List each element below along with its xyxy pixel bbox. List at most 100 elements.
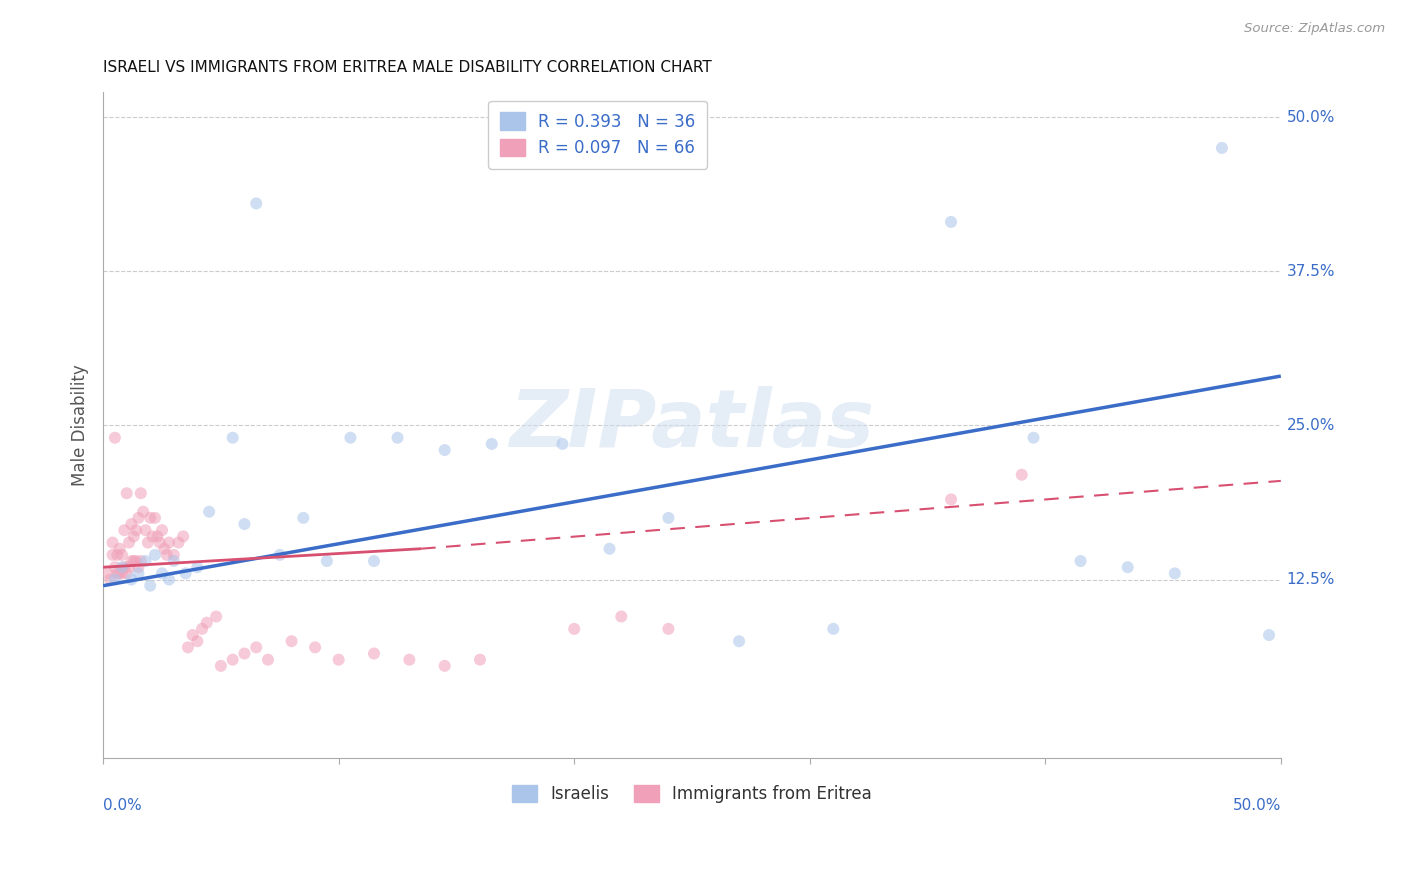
Point [104, 431, 127, 445]
Point [149, 535, 172, 549]
Point [433, 658, 456, 673]
Point [120, 554, 142, 568]
Point [120, 516, 142, 531]
Point [108, 566, 131, 581]
Text: 50.0%: 50.0% [1233, 798, 1281, 814]
Point [551, 437, 574, 451]
Text: Source: ZipAtlas.com: Source: ZipAtlas.com [1244, 22, 1385, 36]
Point [136, 535, 159, 549]
Point [433, 443, 456, 458]
Point [221, 431, 243, 445]
Point [939, 492, 962, 507]
Point [939, 215, 962, 229]
Point [105, 548, 128, 562]
Point [363, 647, 385, 661]
Point [221, 653, 243, 667]
Point [181, 628, 204, 642]
Point [139, 511, 162, 525]
Point [191, 622, 214, 636]
Point [257, 653, 280, 667]
Point [157, 573, 180, 587]
Point [143, 548, 166, 562]
Point [127, 566, 149, 581]
Point [610, 609, 633, 624]
Point [104, 560, 127, 574]
Point [280, 634, 302, 648]
Point [481, 437, 503, 451]
Point [135, 554, 157, 568]
Point [156, 548, 179, 562]
Point [118, 535, 141, 549]
Text: 0.0%: 0.0% [103, 798, 142, 814]
Point [657, 511, 679, 525]
Point [115, 486, 138, 500]
Point [122, 554, 145, 568]
Point [98, 573, 121, 587]
Legend: Israelis, Immigrants from Eritrea: Israelis, Immigrants from Eritrea [505, 779, 879, 810]
Point [163, 548, 186, 562]
Point [269, 548, 291, 562]
Point [599, 541, 621, 556]
Point [1164, 566, 1187, 581]
Point [120, 573, 142, 587]
Point [186, 634, 208, 648]
Point [146, 529, 169, 543]
Point [150, 566, 173, 581]
Point [177, 640, 200, 655]
Point [1011, 467, 1033, 482]
Text: 50.0%: 50.0% [1286, 110, 1336, 125]
Point [132, 505, 155, 519]
Point [205, 609, 228, 624]
Point [728, 634, 751, 648]
Point [150, 523, 173, 537]
Point [112, 560, 135, 574]
Point [172, 529, 194, 543]
Point [387, 431, 409, 445]
Point [245, 196, 267, 211]
Point [101, 548, 124, 562]
Point [186, 560, 208, 574]
Y-axis label: Male Disability: Male Disability [72, 365, 89, 486]
Point [101, 535, 124, 549]
Point [118, 560, 141, 574]
Point [233, 516, 256, 531]
Point [125, 523, 148, 537]
Point [143, 511, 166, 525]
Text: 12.5%: 12.5% [1286, 572, 1336, 587]
Point [195, 615, 218, 630]
Point [127, 560, 149, 574]
Point [292, 511, 315, 525]
Point [167, 535, 190, 549]
Point [139, 579, 162, 593]
Point [129, 554, 152, 568]
Point [108, 541, 131, 556]
Point [363, 554, 385, 568]
Point [398, 653, 420, 667]
Point [1258, 628, 1281, 642]
Point [157, 535, 180, 549]
Text: ISRAELI VS IMMIGRANTS FROM ERITREA MALE DISABILITY CORRELATION CHART: ISRAELI VS IMMIGRANTS FROM ERITREA MALE … [103, 60, 711, 75]
Point [111, 548, 134, 562]
Point [135, 523, 157, 537]
Point [657, 622, 679, 636]
Point [209, 658, 232, 673]
Point [174, 566, 197, 581]
Point [1116, 560, 1139, 574]
Point [112, 523, 135, 537]
Text: 25.0%: 25.0% [1286, 417, 1336, 433]
Point [97, 566, 120, 581]
Point [111, 566, 134, 581]
Point [823, 622, 845, 636]
Point [122, 529, 145, 543]
Point [105, 566, 128, 581]
Point [125, 554, 148, 568]
Point [129, 486, 152, 500]
Point [304, 640, 326, 655]
Point [245, 640, 267, 655]
Point [127, 511, 149, 525]
Point [328, 653, 350, 667]
Point [163, 554, 186, 568]
Point [153, 541, 176, 556]
Point [339, 431, 361, 445]
Point [233, 647, 256, 661]
